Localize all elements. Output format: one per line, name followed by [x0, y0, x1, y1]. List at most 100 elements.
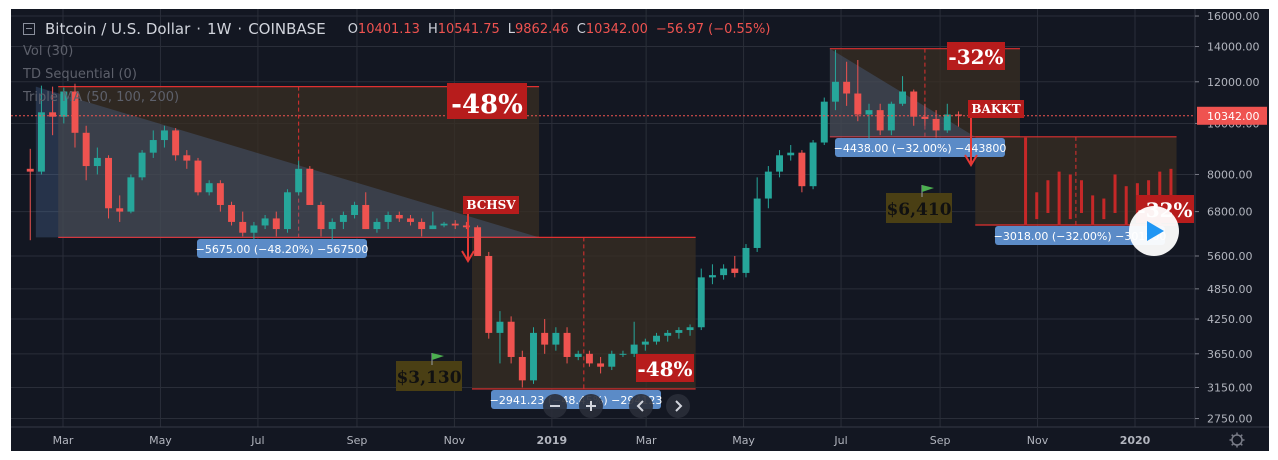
- play-button[interactable]: [1129, 206, 1179, 256]
- candle-down: [216, 183, 224, 205]
- candle-up: [720, 268, 728, 276]
- measure-label-text: −2941.23 (−48.45%) −294123: [490, 394, 663, 407]
- candle-down: [597, 363, 605, 367]
- indicator-triple-ma[interactable]: Triple MA (50, 100, 200): [23, 90, 180, 105]
- symbol-name[interactable]: Bitcoin / U.S. Dollar: [45, 20, 191, 38]
- interval[interactable]: 1W: [207, 20, 232, 38]
- projected-bar: [1024, 137, 1028, 226]
- ohlc-high-value: 10541.75: [437, 21, 500, 37]
- candle-up: [530, 332, 537, 381]
- candle-up: [552, 332, 560, 345]
- event-marker: BAKKT: [964, 100, 1024, 167]
- projected-bar: [1102, 198, 1106, 220]
- ohlc-open-value: 10401.13: [357, 21, 420, 37]
- candle-down: [798, 152, 806, 187]
- candle-down: [82, 132, 90, 167]
- scroll-back-button[interactable]: [629, 394, 653, 418]
- projected-bar: [1124, 186, 1128, 226]
- percent-badge-text: -32%: [948, 45, 1003, 69]
- indicator-volume[interactable]: Vol (30): [23, 44, 74, 59]
- time-tick-label: Nov: [444, 434, 466, 447]
- candle-down: [172, 130, 180, 156]
- candle-down: [228, 204, 236, 222]
- price-chart[interactable]: -48% −5675.00 (−48.20%) −567500 -48% −2941.…: [11, 9, 1269, 451]
- scroll-forward-button[interactable]: [666, 394, 690, 418]
- time-tick-label: May: [149, 434, 172, 447]
- candle-up: [675, 330, 683, 333]
- flag-icon: [922, 185, 934, 192]
- price-tick-label: 5600.00: [1207, 250, 1253, 263]
- candle-down: [451, 223, 459, 226]
- candle-down: [462, 225, 470, 228]
- gear-icon-tooth: [1240, 443, 1243, 446]
- candle-down: [731, 268, 739, 273]
- trend-wedge-2019: [829, 48, 976, 137]
- candle-down: [876, 110, 884, 131]
- time-tick-label: 2020: [1120, 434, 1151, 447]
- candle-down: [272, 218, 280, 230]
- measure-label: −3018.00 (−32.00%) −301800: [994, 226, 1166, 245]
- candle-up: [764, 171, 772, 199]
- indicator-td-sequential[interactable]: TD Sequential (0): [23, 67, 137, 82]
- ohlc-high-key: H: [427, 21, 438, 37]
- gear-icon-tooth: [1231, 434, 1234, 437]
- candle-up: [831, 81, 839, 102]
- percent-badge-bg: [947, 42, 1005, 70]
- candle-up: [641, 341, 649, 345]
- price-tick-label: 2750.00: [1207, 413, 1253, 426]
- candle-down: [239, 221, 247, 233]
- candle-up: [742, 247, 750, 273]
- ohlc-open-key: O: [347, 21, 358, 37]
- price-tick-label: 3150.00: [1207, 381, 1253, 394]
- price-tick-label: 4850.00: [1207, 283, 1253, 296]
- candle-up: [608, 353, 616, 367]
- candle-up: [664, 332, 672, 336]
- chart-panel[interactable]: -48% −5675.00 (−48.20%) −567500 -48% −2941.…: [11, 9, 1269, 451]
- event-marker: BCHSV: [461, 196, 519, 263]
- candle-up: [787, 152, 795, 156]
- price-label-bg: [396, 361, 462, 391]
- candle-down: [116, 208, 124, 212]
- candle-down: [71, 91, 79, 133]
- price-axis: [1195, 9, 1269, 451]
- price-change: −56.97 (−0.55%): [655, 21, 771, 37]
- candle-up: [887, 103, 895, 131]
- candle-down: [585, 353, 593, 364]
- candle-up: [653, 335, 660, 342]
- flag-icon: [432, 353, 444, 360]
- measure-label-bg: [835, 138, 1005, 157]
- projected-bar: [1035, 192, 1039, 220]
- candle-up: [205, 183, 213, 193]
- candle-down: [362, 204, 370, 230]
- time-tick-label: Jul: [250, 434, 264, 447]
- ohlc-values: O 10401.13 H 10541.75 L 9862.46 C 10342.00 −…: [340, 22, 771, 37]
- candle-up: [37, 112, 45, 172]
- candle-up: [496, 321, 504, 333]
- candle-down: [474, 227, 482, 256]
- projected-bar: [1046, 180, 1050, 213]
- projected-bar: [1057, 171, 1061, 226]
- time-tick-label: 2019: [537, 434, 568, 447]
- projected-bar: [1113, 174, 1117, 213]
- play-icon: [1147, 221, 1164, 241]
- candle-up: [127, 177, 135, 212]
- measure-label: −2941.23 (−48.45%) −294123: [490, 390, 663, 409]
- percent-badge: -32%: [947, 42, 1005, 70]
- candle-down: [518, 356, 526, 381]
- candle-up: [60, 91, 68, 117]
- price-tick-label: 8000.00: [1207, 168, 1253, 181]
- projected-bar: [1079, 180, 1083, 213]
- collapse-legend-icon[interactable]: [23, 23, 35, 35]
- ohlc-close-value: 10342.00: [585, 21, 648, 37]
- candle-up: [339, 214, 347, 222]
- price-tick-label: 16000.00: [1207, 10, 1260, 23]
- chevron-left-icon: [636, 400, 644, 412]
- gear-icon-tooth: [1231, 443, 1234, 446]
- nav-button-bg: [629, 394, 653, 418]
- zoom-in-button[interactable]: [579, 394, 603, 418]
- projected-bar: [1169, 168, 1173, 220]
- zoom-out-button[interactable]: [543, 394, 567, 418]
- ohlc-close-key: C: [576, 21, 586, 37]
- last-price-tag-text: 10342.00: [1207, 110, 1260, 123]
